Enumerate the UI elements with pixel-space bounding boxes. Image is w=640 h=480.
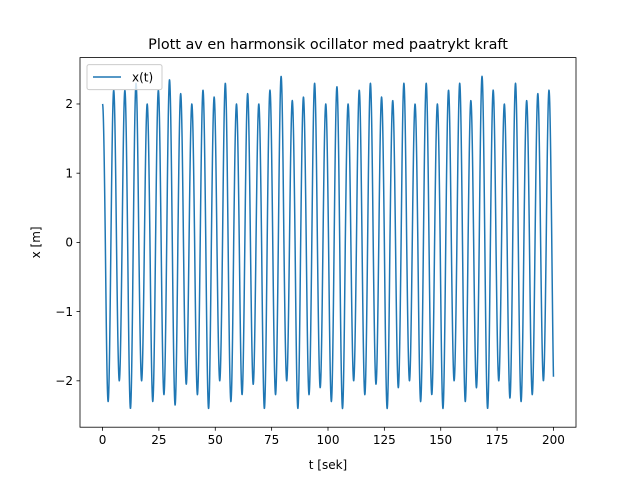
legend-box <box>86 64 163 91</box>
x-tick-label: 150 <box>429 433 452 447</box>
y-tick-label: 0 <box>65 236 73 250</box>
y-tick-label: −2 <box>55 374 73 388</box>
x-tick-label: 200 <box>542 433 565 447</box>
y-tick-label: 2 <box>65 97 73 111</box>
legend-label: x(t) <box>132 71 153 85</box>
x-axis-ticks: 0 25 50 75 100 125 150 175 200 <box>99 427 565 447</box>
plot-frame <box>79 57 577 428</box>
x-tick-label: 175 <box>486 433 509 447</box>
y-tick-label: 1 <box>65 166 73 180</box>
series-line <box>101 75 555 410</box>
series-layer <box>101 75 555 410</box>
legend: x(t) <box>86 64 163 91</box>
y-axis-label: x [m] <box>29 226 43 258</box>
y-axis-ticks: −2 −1 0 1 2 <box>55 97 80 388</box>
x-tick-label: 100 <box>317 433 340 447</box>
x-tick-label: 75 <box>264 433 279 447</box>
y-tick-label: −1 <box>55 305 73 319</box>
x-tick-label: 25 <box>151 433 166 447</box>
x-axis-label: t [sek] <box>309 458 347 472</box>
x-tick-label: 0 <box>99 433 107 447</box>
x-tick-label: 125 <box>373 433 396 447</box>
chart-title: Plott av en harmonsik ocillator med paat… <box>148 37 508 53</box>
x-tick-label: 50 <box>208 433 223 447</box>
